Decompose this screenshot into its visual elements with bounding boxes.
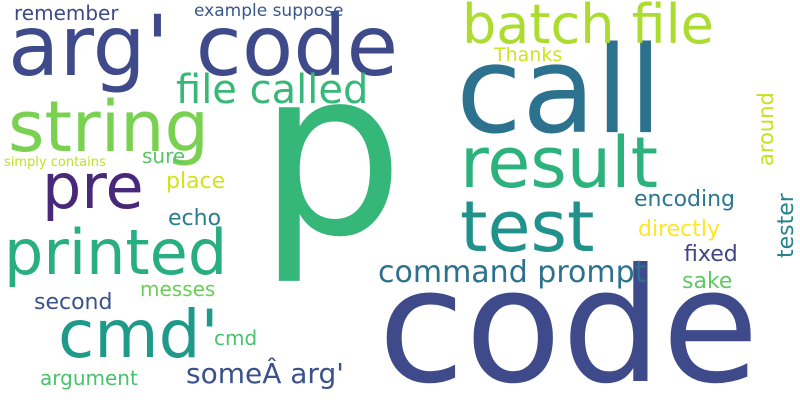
word-result: result <box>460 122 659 204</box>
word-example-suppose: example suppose <box>194 1 344 21</box>
word-argument: argument <box>40 366 138 390</box>
word-around: around <box>754 92 778 166</box>
word-arg-code: arg' code <box>8 0 399 95</box>
word-second: second <box>34 290 113 315</box>
word-pre: pre <box>42 150 144 223</box>
word-test: test <box>460 186 595 268</box>
word-sure: sure <box>142 144 186 168</box>
word-sake: sake <box>682 269 733 294</box>
word-code-large: code <box>378 235 760 400</box>
word-tester: tester <box>774 193 799 258</box>
word-batch-file: batch file <box>462 0 714 56</box>
word-simply-contains: simply contains <box>4 155 106 170</box>
word-echo: echo <box>168 206 222 231</box>
word-messes: messes <box>140 277 216 301</box>
word-fixed: fixed <box>684 242 738 267</box>
word-thanks: Thanks <box>494 44 563 66</box>
word-p: p <box>258 21 404 288</box>
word-cmd: cmd <box>214 326 258 350</box>
word-cmd-quote: cmd' <box>58 296 219 373</box>
word-directly: directly <box>638 217 721 242</box>
word-string: string <box>8 86 209 168</box>
word-call: call <box>456 22 663 161</box>
word-file-called: file called <box>176 67 369 113</box>
word-encoding: encoding <box>634 187 736 212</box>
word-command-prompt: command prompt <box>378 255 647 290</box>
word-some-arg: someÂ arg' <box>186 357 344 390</box>
word-remember: remember <box>14 1 119 25</box>
word-printed: printed <box>4 216 228 289</box>
word-place: place <box>166 169 226 194</box>
